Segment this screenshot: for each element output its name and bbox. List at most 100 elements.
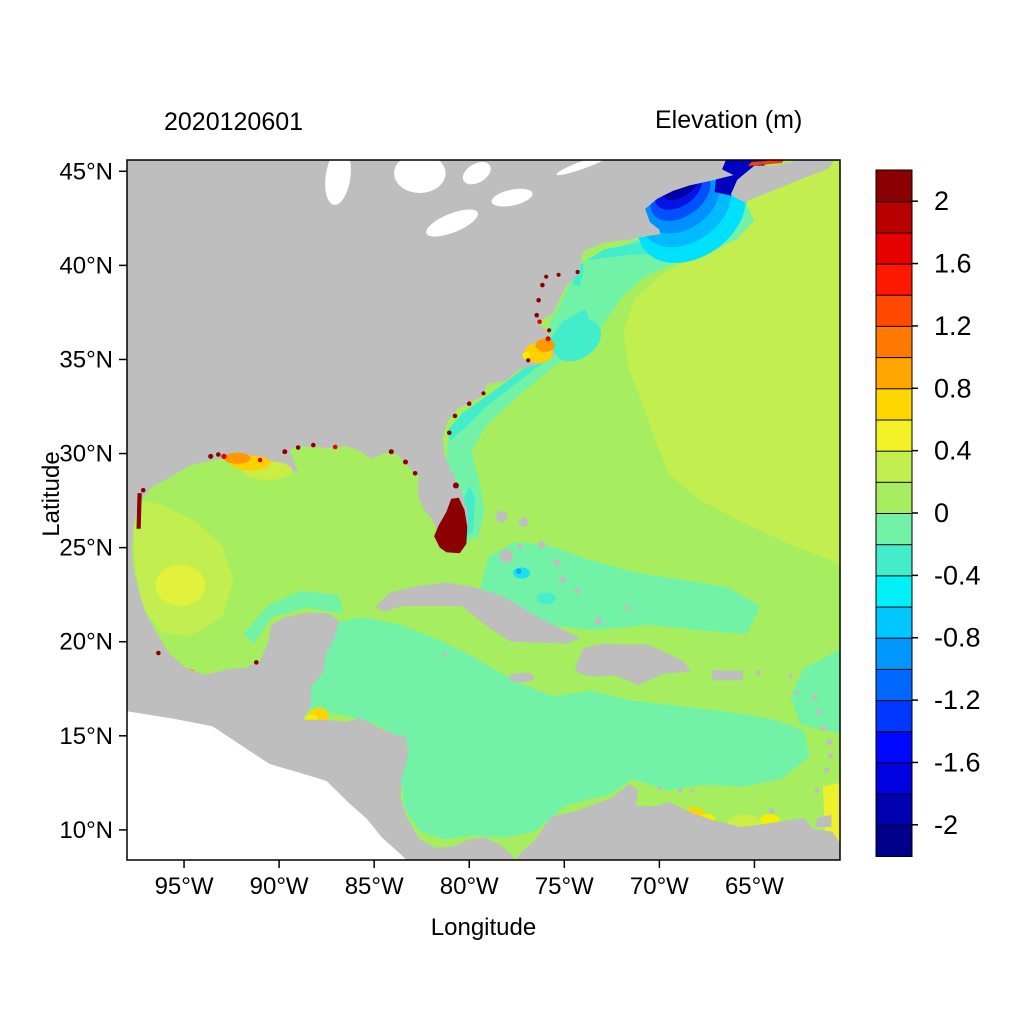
- colorbar-segment: [875, 481, 913, 514]
- darkred-coastal-specks: [540, 282, 545, 288]
- y-tick-label: 30°N: [59, 441, 113, 468]
- islands: [375, 582, 581, 644]
- coastal-mint-band: [243, 590, 344, 644]
- islands: [553, 559, 561, 567]
- colorbar-tick-label: -0.4: [934, 560, 981, 590]
- coastal-mint-band: [303, 617, 810, 840]
- islands: [518, 517, 529, 527]
- coastal-mint-band: [463, 542, 761, 635]
- shelf-teal-band: [554, 319, 602, 362]
- darkred-coastal-specks: [556, 272, 561, 277]
- darkred-coastal-specks: [403, 459, 408, 465]
- colorbar-tick-label: -0.8: [934, 623, 981, 653]
- darkred-coastal-specks: [547, 328, 552, 333]
- y-tick-label: 45°N: [59, 158, 113, 185]
- run-id-title: 2020120601: [164, 108, 304, 136]
- y-tick-label: 35°N: [59, 346, 113, 373]
- darkred-coastal-specks: [412, 471, 418, 476]
- colorbar-segment: [875, 356, 913, 390]
- islands: [826, 739, 833, 746]
- colorbar-segment: [875, 512, 913, 546]
- atlantic-positive-band: [623, 160, 840, 565]
- islands: [594, 617, 603, 625]
- islands: [827, 752, 834, 759]
- land: [815, 814, 832, 828]
- colorbar-title: Elevation (m): [655, 106, 803, 134]
- darkred-coastal-specks: [466, 401, 472, 406]
- islands: [574, 643, 691, 685]
- colorbar-segment: [875, 793, 913, 826]
- colorbar-segment: [875, 200, 913, 234]
- colorbar-segment: [875, 762, 913, 795]
- orange-surge-patch: [535, 338, 555, 352]
- colorbar-segment: [875, 824, 913, 857]
- darkred-coastal-specks: [208, 453, 214, 459]
- bahamas-teal-spot: [536, 592, 556, 605]
- islands: [657, 786, 662, 791]
- pacific-no-data-mask: [127, 711, 407, 860]
- colorbar-segment: [875, 543, 913, 577]
- land: [127, 160, 734, 860]
- darkred-coastal-specks: [575, 269, 580, 275]
- darkred-coastal-specks: [447, 430, 452, 436]
- y-tick-label: 25°N: [59, 535, 113, 562]
- colorbar-tick-label: 0.8: [934, 373, 972, 403]
- great-lakes: [556, 160, 611, 176]
- darkred-coastal-specks: [544, 274, 549, 279]
- colorbar-tick-label: -2: [934, 810, 958, 840]
- islands: [508, 672, 535, 683]
- colorbar-segment: [875, 263, 913, 296]
- red-coastal-specks: [537, 319, 542, 325]
- darkred-coastal-specks: [295, 445, 301, 450]
- islands: [690, 789, 695, 794]
- x-tick-label: 75°W: [535, 873, 594, 900]
- islands: [499, 549, 513, 563]
- y-tick-label: 40°N: [59, 252, 113, 279]
- islands: [711, 669, 743, 681]
- colorbar-segment: [875, 450, 913, 483]
- x-axis-label: Longitude: [430, 914, 537, 941]
- colorbar-segment: [875, 668, 913, 702]
- colorbar-segment: [875, 574, 913, 608]
- south-florida-surge: [452, 482, 459, 489]
- islands: [755, 670, 761, 676]
- red-coastal-specks: [332, 444, 338, 450]
- plot-border: [126, 159, 841, 861]
- colorbar-tick-label: 0.4: [934, 436, 972, 466]
- y-tick-label: 15°N: [59, 723, 113, 750]
- map-layers: [127, 160, 840, 860]
- islands: [816, 709, 823, 716]
- red-coastal-specks: [257, 457, 263, 463]
- islands: [624, 604, 630, 611]
- south-florida-surge: [140, 487, 146, 493]
- darkred-coastal-specks: [282, 449, 288, 455]
- colorbar-segment: [875, 387, 913, 421]
- islands: [814, 787, 820, 794]
- islands: [495, 510, 508, 523]
- islands: [811, 694, 817, 700]
- x-tick-label: 80°W: [440, 873, 499, 900]
- x-tick-label: 70°W: [630, 873, 689, 900]
- y-axis-label: Latitude: [38, 451, 65, 537]
- great-lakes: [462, 162, 491, 185]
- colorbar-tick-label: 0: [934, 498, 949, 528]
- red-coastal-specks: [221, 453, 227, 460]
- colorbar-segment: [875, 637, 913, 670]
- islands: [768, 808, 775, 814]
- islands: [537, 541, 546, 549]
- x-tick-label: 90°W: [250, 873, 309, 900]
- colorbar-segment: [875, 325, 913, 359]
- colorbar-tick-label: -1.2: [934, 685, 981, 715]
- south-florida-surge: [434, 497, 468, 554]
- x-tick-label: 65°W: [725, 873, 784, 900]
- land: [514, 783, 840, 860]
- darkred-coastal-specks: [536, 297, 541, 303]
- y-tick-label: 10°N: [59, 817, 113, 844]
- colorbar-segment: [875, 730, 913, 764]
- colorbar-tick-label: 1.6: [934, 249, 972, 279]
- gulf-west-yellow-spot: [155, 564, 205, 606]
- colorbar-segment: [875, 231, 913, 265]
- islands: [442, 652, 447, 658]
